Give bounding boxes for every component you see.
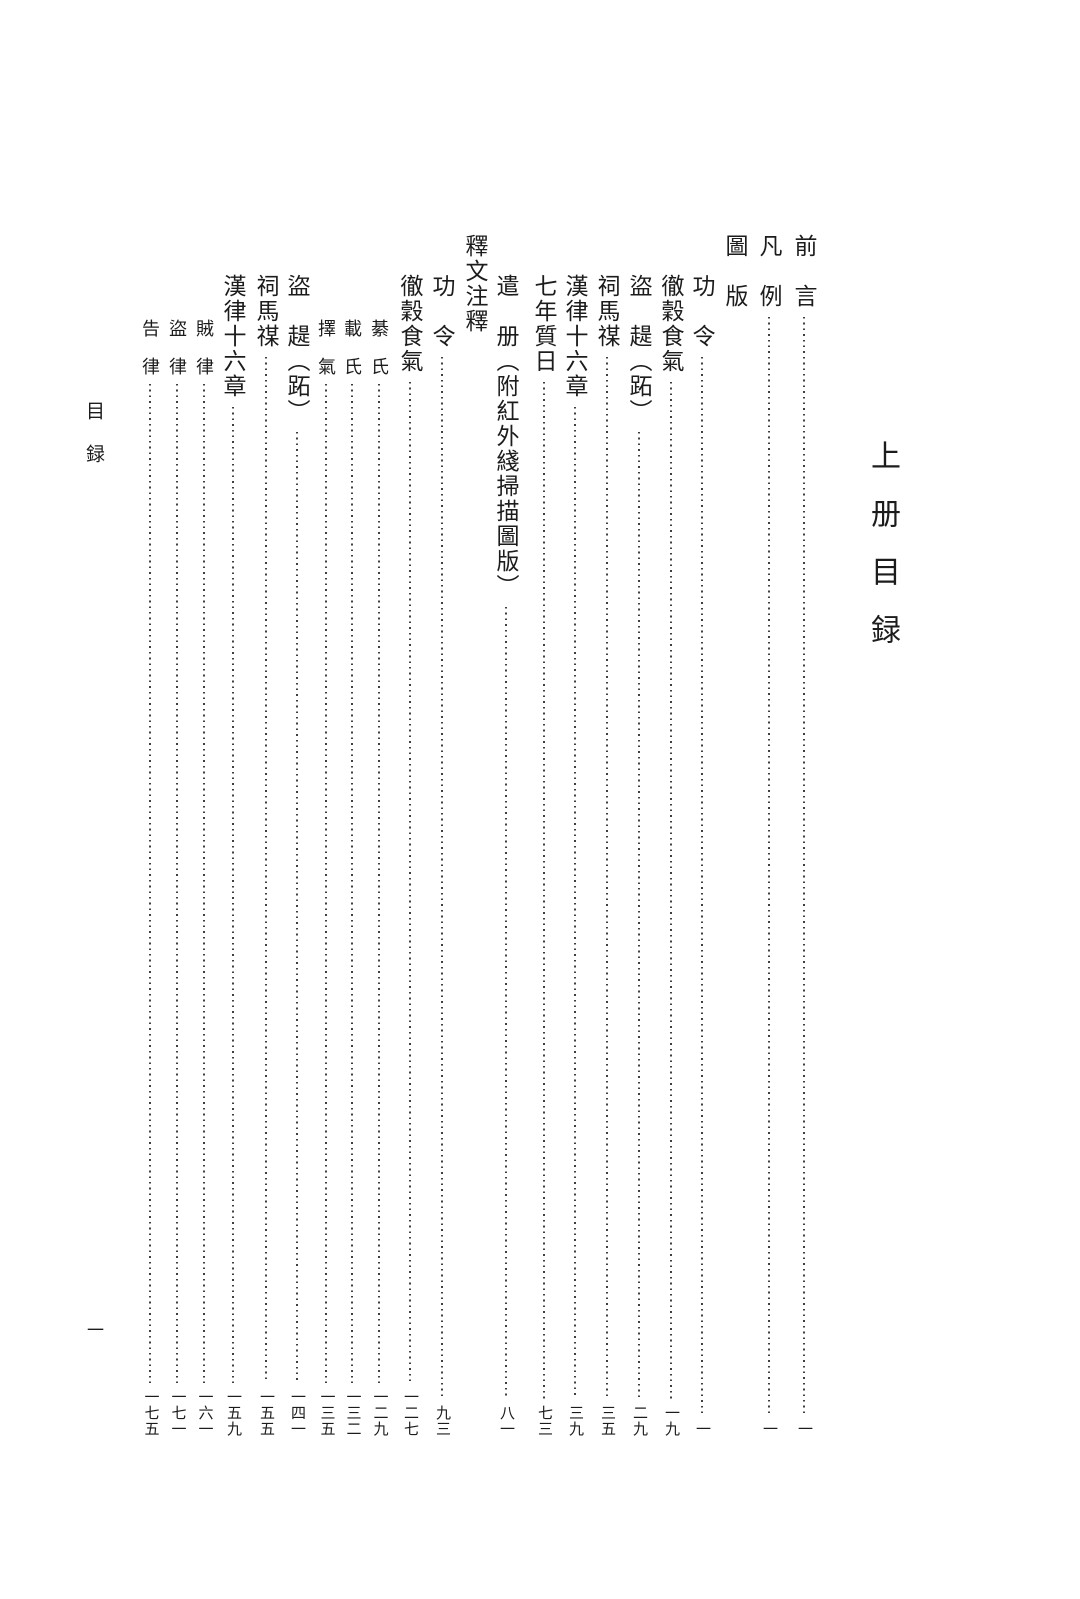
entry-title: 綦 氏 <box>369 319 389 376</box>
entry-title: 功 令 <box>429 274 454 349</box>
dotted-leader <box>378 384 380 1383</box>
entry-page-number: 三五 <box>599 1405 615 1437</box>
toc-section-header: 釋文注釋 <box>462 234 487 334</box>
entry-page-number: 二九 <box>631 1405 647 1437</box>
toc-entry: 功 令 一 <box>689 274 714 1437</box>
dotted-leader <box>295 432 298 1383</box>
dotted-leader <box>605 357 608 1399</box>
entry-title: 祠馬禖 <box>594 274 619 349</box>
entry-page-number: 一 <box>796 1421 812 1437</box>
dotted-leader <box>440 357 443 1399</box>
entry-page-number: 一七五 <box>142 1389 159 1437</box>
entry-title: 凡 例 <box>756 234 781 309</box>
toc-entry: 祠馬禖 一五五 <box>253 274 278 1437</box>
entry-title: 圖 版 <box>722 234 747 309</box>
entry-title: 告 律 <box>140 319 160 376</box>
entry-title: 釋文注釋 <box>462 234 487 334</box>
entry-title: 前 言 <box>791 234 816 309</box>
entry-page-number: 三九 <box>567 1405 583 1437</box>
entry-page-number: 一六一 <box>196 1389 213 1437</box>
dotted-leader <box>504 607 507 1399</box>
entry-title: 遣 册（附紅外綫掃描圖版） <box>493 274 518 599</box>
toc-entry: 徹穀食氣 一九 <box>658 274 683 1437</box>
dotted-leader <box>542 382 545 1399</box>
entry-title: 徹穀食氣 <box>658 274 683 374</box>
entry-title: 載 氏 <box>342 319 362 376</box>
dotted-leader <box>700 357 703 1415</box>
entry-title: 祠馬禖 <box>253 274 278 349</box>
entry-title: 賊 律 <box>194 319 214 376</box>
dotted-leader <box>176 384 178 1383</box>
entry-page-number: 一二九 <box>371 1389 388 1437</box>
toc-entry: 盜 趧（跖） 一四一 <box>284 274 309 1437</box>
entry-page-number: 一四一 <box>289 1389 305 1437</box>
entry-page-number: 一二七 <box>402 1389 418 1437</box>
entry-page-number: 一 <box>761 1421 777 1437</box>
dotted-leader <box>408 382 411 1383</box>
folio-page-number: 一 <box>87 1321 104 1340</box>
toc-entry: 徹穀食氣 一二七 <box>397 274 422 1437</box>
entry-page-number: 一三二 <box>344 1389 361 1437</box>
dotted-leader <box>767 317 770 1415</box>
entry-page-number: 一五五 <box>258 1389 274 1437</box>
toc-entry: 盜 律 一七一 <box>167 319 187 1437</box>
toc-entry: 盜 趧（跖） 二九 <box>626 274 651 1437</box>
dotted-leader <box>149 384 151 1383</box>
dotted-leader <box>231 407 234 1383</box>
dotted-leader <box>203 384 205 1383</box>
toc-entry: 綦 氏 一二九 <box>369 319 389 1437</box>
entry-title: 七年質日 <box>531 274 556 374</box>
toc-entry: 告 律 一七五 <box>140 319 160 1437</box>
entry-page-number: 一五九 <box>225 1389 241 1437</box>
entry-page-number: 八一 <box>498 1405 514 1437</box>
toc-entry: 前 言 一 <box>791 234 816 1437</box>
entry-title: 盜 律 <box>167 319 187 376</box>
dotted-leader <box>573 407 576 1399</box>
entry-title: 漢律十六章 <box>562 274 587 399</box>
entry-title: 漢律十六章 <box>220 274 245 399</box>
entry-page-number: 一七一 <box>169 1389 186 1437</box>
entry-page-number: 一九 <box>663 1405 679 1437</box>
dotted-leader <box>264 357 267 1383</box>
toc-section-header: 圖 版 <box>722 234 747 309</box>
dotted-leader <box>669 382 672 1399</box>
toc-entry: 漢律十六章 一五九 <box>220 274 245 1437</box>
toc-entry: 載 氏 一三二 <box>342 319 362 1437</box>
entry-page-number: 一 <box>694 1421 710 1437</box>
toc-entry: 七年質日 七三 <box>531 274 556 1437</box>
toc-entry: 漢律十六章 三九 <box>562 274 587 1437</box>
entry-title: 盜 趧（跖） <box>284 274 309 424</box>
toc-entry: 祠馬禖 三五 <box>594 274 619 1437</box>
entry-title: 徹穀食氣 <box>397 274 422 374</box>
toc-entry: 凡 例 一 <box>756 234 781 1437</box>
toc-entry: 賊 律 一六一 <box>194 319 214 1437</box>
dotted-leader <box>325 384 327 1383</box>
toc-entry: 功 令 九三 <box>429 274 454 1437</box>
entry-page-number: 一三五 <box>318 1389 335 1437</box>
dotted-leader <box>351 384 353 1383</box>
entry-page-number: 九三 <box>434 1405 450 1437</box>
entry-page-number: 七三 <box>536 1405 552 1437</box>
toc-entry: 遣 册（附紅外綫掃描圖版） 八一 <box>493 274 518 1437</box>
dotted-leader <box>637 432 640 1399</box>
entry-title: 盜 趧（跖） <box>626 274 651 424</box>
margin-running-title: 目録 <box>83 401 104 487</box>
dotted-leader <box>802 317 805 1415</box>
volume-title: 上册目録 <box>866 440 899 672</box>
entry-title: 功 令 <box>689 274 714 349</box>
toc-entry: 擇 氣 一三五 <box>316 319 336 1437</box>
entry-title: 擇 氣 <box>316 319 336 376</box>
